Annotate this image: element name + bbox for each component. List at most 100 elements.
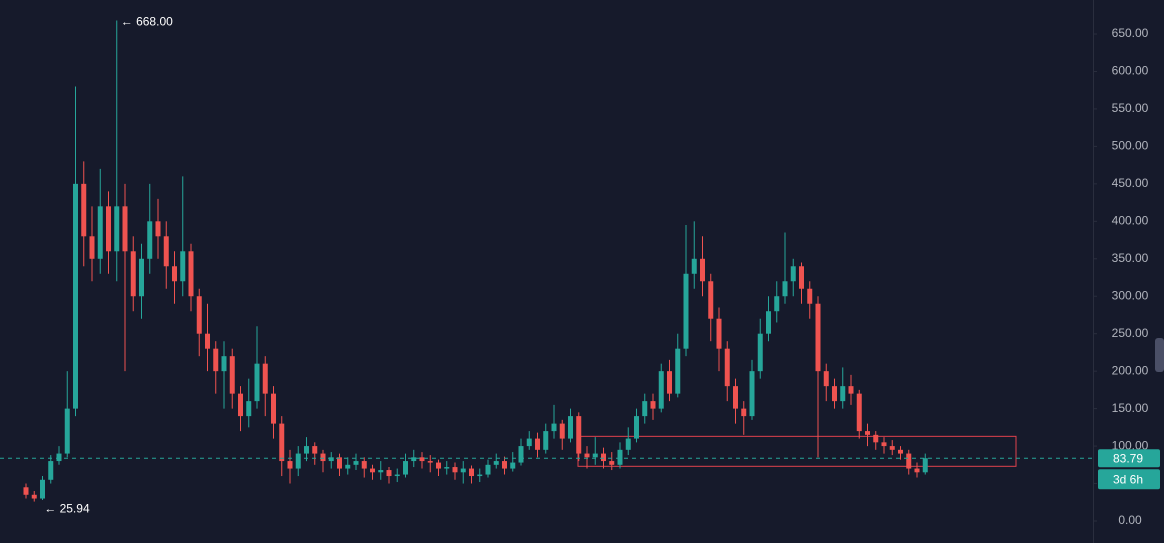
candle-body	[716, 318, 722, 349]
candle-body	[823, 371, 829, 387]
candle-body	[551, 423, 557, 432]
candle-body	[766, 311, 771, 334]
candle-body	[568, 416, 573, 439]
candle-body	[106, 206, 111, 252]
candle-body	[741, 408, 747, 417]
candle-body	[238, 393, 243, 417]
countdown-label: 3d 6h	[1113, 472, 1143, 486]
candle-body	[634, 416, 639, 439]
candle-body	[510, 462, 516, 469]
candle-body	[535, 438, 540, 450]
scroll-handle[interactable]	[1155, 338, 1164, 372]
candle-body	[31, 494, 37, 499]
candle-body	[23, 487, 29, 495]
candle-body	[122, 206, 128, 252]
candle-body	[625, 438, 631, 450]
candle-body	[922, 458, 928, 473]
candle-body	[543, 431, 549, 450]
candle-body	[229, 356, 235, 394]
candle-body	[584, 453, 590, 458]
candle-body	[559, 423, 565, 439]
candle-body	[353, 461, 359, 465]
candle-body	[205, 333, 210, 349]
y-tick-label: 500.00	[1112, 139, 1149, 153]
candle-body	[576, 416, 582, 454]
candle-body	[427, 461, 433, 463]
candle-body	[262, 363, 268, 394]
candle-body	[650, 401, 656, 409]
candle-body	[592, 453, 598, 458]
candle-body	[782, 281, 788, 297]
candle-body	[188, 251, 194, 297]
y-tick-label: 550.00	[1112, 101, 1149, 115]
candle-body	[485, 464, 491, 475]
candle-body	[213, 348, 219, 372]
candle-body	[221, 356, 227, 372]
candle-body	[312, 446, 318, 454]
candle-body	[832, 386, 837, 402]
candle-body	[848, 386, 854, 394]
candle-body	[724, 348, 730, 387]
candle-body	[675, 348, 681, 394]
y-tick-label: 0.00	[1118, 513, 1142, 527]
y-tick-label: 650.00	[1112, 26, 1149, 40]
candle-body	[394, 474, 400, 477]
candle-body	[460, 468, 466, 473]
candle-body	[881, 442, 887, 447]
price-badge-label: 83.79	[1113, 451, 1143, 465]
candle-body	[601, 453, 606, 462]
candle-body	[271, 393, 276, 424]
y-tick-label: 300.00	[1112, 288, 1149, 302]
candle-body	[493, 461, 499, 465]
candle-body	[361, 461, 367, 469]
high-label: ← 668.00	[121, 15, 173, 29]
candle-body	[815, 303, 821, 372]
candle-body	[320, 453, 326, 462]
candle-body	[436, 462, 441, 469]
candle-body	[196, 296, 202, 334]
candle-body	[642, 401, 648, 417]
candle-body	[526, 438, 532, 447]
candle-body	[279, 423, 285, 462]
candle-body	[48, 461, 54, 480]
candle-body	[898, 449, 903, 454]
candle-body	[89, 236, 95, 259]
y-tick-label: 400.00	[1112, 213, 1149, 227]
candle-body	[403, 461, 408, 475]
y-tick-label: 150.00	[1112, 401, 1149, 415]
candle-body	[840, 386, 846, 402]
candle-body	[774, 296, 780, 312]
candle-body	[914, 468, 920, 473]
candle-body	[163, 236, 169, 267]
candle-body	[667, 371, 672, 394]
candle-body	[386, 470, 392, 477]
candle-body	[287, 461, 293, 469]
candle-body	[790, 266, 796, 282]
candle-body	[328, 457, 334, 462]
candle-body	[40, 479, 45, 499]
candle-body	[64, 408, 70, 454]
candle-body	[337, 457, 342, 469]
candle-body	[733, 386, 738, 409]
candle-body	[254, 363, 260, 402]
candle-body	[807, 288, 813, 304]
candle-body	[419, 457, 425, 462]
candle-body	[658, 371, 664, 409]
candle-body	[856, 393, 862, 432]
candle-body	[691, 258, 697, 274]
candle-body	[469, 468, 474, 477]
candle-body	[97, 206, 103, 259]
candle-body	[147, 221, 153, 259]
candle-body	[865, 431, 870, 435]
candle-body	[683, 273, 689, 349]
candle-body	[617, 449, 623, 465]
candle-body	[906, 453, 912, 469]
candle-body	[73, 183, 78, 409]
candle-body	[757, 333, 763, 372]
y-tick-label: 250.00	[1112, 326, 1149, 340]
candle-body	[700, 258, 705, 282]
candle-body	[180, 251, 186, 282]
candle-body	[518, 446, 524, 463]
